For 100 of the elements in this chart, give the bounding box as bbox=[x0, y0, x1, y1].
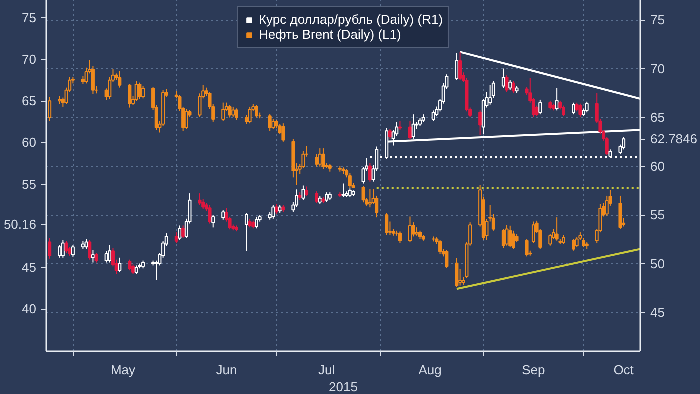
candlestick bbox=[282, 123, 286, 142]
x-tick-label: May bbox=[110, 362, 136, 378]
candlestick bbox=[362, 185, 366, 204]
candlestick bbox=[182, 225, 186, 239]
candlestick bbox=[232, 106, 236, 118]
candlestick bbox=[622, 136, 626, 150]
candlestick bbox=[315, 154, 319, 168]
y-tick-label: 75 bbox=[22, 10, 37, 26]
candlestick bbox=[184, 108, 188, 130]
candlestick bbox=[388, 128, 392, 140]
candlestick bbox=[234, 108, 238, 121]
y2-tick-label: 50 bbox=[650, 256, 665, 272]
candlestick bbox=[174, 232, 178, 244]
candlestick bbox=[348, 173, 352, 189]
y-tick-label: 50.16 bbox=[4, 217, 37, 232]
candlestick bbox=[91, 250, 95, 264]
candlestick bbox=[228, 104, 232, 118]
y-tick-label: 55 bbox=[22, 176, 37, 192]
candlestick bbox=[325, 192, 329, 203]
candlestick bbox=[178, 225, 182, 241]
candlestick bbox=[272, 118, 276, 130]
candlestick bbox=[342, 183, 346, 198]
candlestick bbox=[94, 252, 98, 264]
y-tick-label: 65 bbox=[22, 94, 37, 109]
candlestick bbox=[512, 230, 516, 250]
candlestick bbox=[128, 259, 132, 272]
candlestick bbox=[562, 105, 566, 118]
candlestick bbox=[118, 257, 122, 274]
candlestick bbox=[295, 189, 299, 208]
candlestick bbox=[104, 250, 108, 264]
y2-tick-label: 65 bbox=[650, 110, 665, 125]
candlestick bbox=[315, 191, 319, 204]
x-tick-label: Sep bbox=[522, 362, 546, 378]
candlestick bbox=[212, 214, 216, 228]
y2-tick-label: 62.7846 bbox=[650, 132, 698, 147]
candlestick bbox=[244, 212, 248, 252]
candlestick bbox=[302, 185, 306, 201]
candlestick bbox=[368, 162, 372, 182]
candlestick bbox=[138, 82, 142, 100]
candlestick bbox=[208, 204, 212, 224]
candlestick bbox=[385, 212, 389, 236]
candlestick bbox=[445, 250, 449, 269]
candlestick bbox=[582, 238, 586, 248]
candlestick bbox=[118, 70, 122, 88]
candlestick bbox=[478, 110, 482, 136]
candlestick bbox=[408, 120, 412, 140]
candlestick bbox=[585, 101, 589, 114]
candlestick bbox=[512, 80, 516, 94]
candlestick bbox=[555, 217, 559, 242]
candlestick bbox=[254, 104, 258, 118]
legend-label: Курс доллар/рубль (Daily) (R1) bbox=[258, 12, 444, 27]
candlestick bbox=[61, 240, 65, 258]
x-axis-title: 2015 bbox=[329, 380, 358, 394]
candlestick bbox=[132, 264, 136, 275]
candlestick bbox=[408, 216, 412, 244]
candlestick bbox=[562, 234, 566, 245]
candlestick bbox=[254, 216, 258, 230]
candlestick bbox=[432, 110, 436, 122]
x-tick-label: Aug bbox=[418, 362, 442, 378]
candlestick bbox=[275, 204, 279, 215]
candlestick bbox=[305, 186, 309, 197]
candlestick bbox=[64, 240, 68, 254]
candlestick bbox=[455, 52, 459, 81]
candlestick bbox=[572, 238, 576, 252]
candlestick bbox=[532, 221, 536, 244]
candlestick bbox=[222, 210, 226, 220]
candlestick bbox=[134, 80, 138, 102]
candlestick bbox=[272, 204, 276, 220]
x-tick-label: Oct bbox=[614, 362, 634, 378]
y-tick-label: 45 bbox=[22, 260, 37, 275]
candlestick bbox=[322, 148, 326, 170]
candlestick bbox=[398, 231, 402, 244]
candlestick bbox=[458, 52, 462, 81]
candlestick bbox=[525, 238, 529, 258]
candlestick bbox=[108, 244, 112, 264]
candlestick bbox=[438, 240, 442, 255]
y2-tick-label: 45 bbox=[650, 305, 665, 320]
candlestick bbox=[538, 99, 542, 116]
y2-tick-label: 75 bbox=[650, 12, 665, 28]
candlestick bbox=[455, 258, 459, 288]
candlestick bbox=[508, 80, 512, 91]
candlestick bbox=[505, 75, 509, 93]
x-tick-label: Jul bbox=[318, 362, 336, 378]
y-tick-label: 40 bbox=[22, 302, 37, 317]
candlestick bbox=[142, 86, 146, 100]
candlestick bbox=[58, 244, 62, 258]
candlestick bbox=[128, 84, 132, 108]
candlestick bbox=[502, 228, 506, 249]
candlestick bbox=[412, 222, 416, 238]
candlestick bbox=[488, 84, 492, 106]
y2-tick-label: 70 bbox=[650, 61, 665, 76]
candlestick bbox=[71, 244, 75, 258]
y-tick-label: 60 bbox=[22, 135, 37, 150]
y2-tick-label: 55 bbox=[650, 208, 665, 222]
candlestick bbox=[368, 188, 372, 208]
candlestick bbox=[502, 68, 506, 89]
candlestick bbox=[88, 240, 92, 260]
candlestick bbox=[248, 106, 252, 124]
legend-label: Нефть Brent (Daily) (L1) bbox=[258, 27, 402, 42]
candlestick bbox=[198, 193, 202, 206]
